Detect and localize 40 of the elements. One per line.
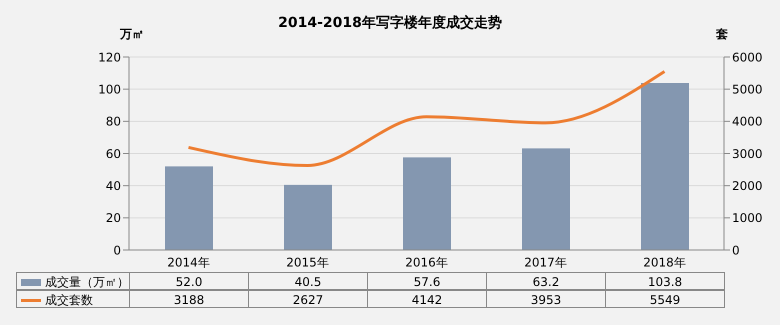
chart-title: 2014-2018年写字楼年度成交走势 (278, 15, 502, 31)
line-series (187, 70, 666, 167)
bar (641, 83, 689, 250)
data-label: 3953 (486, 290, 606, 308)
data-label: 4142 (367, 290, 487, 308)
x-tick-label: 2014年 (167, 256, 210, 270)
data-label: 3188 (129, 290, 249, 308)
legend-label: 成交套数 (16, 290, 130, 308)
x-tick-label: 2018年 (643, 256, 686, 270)
y2-tick-label: 3000 (732, 146, 763, 161)
data-label: 63.2 (486, 272, 606, 290)
data-label: 2627 (248, 290, 368, 308)
y2-axis-title: 套 (716, 26, 728, 43)
data-label: 52.0 (129, 272, 249, 290)
legend-label: 成交量（万㎡） (16, 272, 130, 290)
y-tick-label: 80 (106, 114, 121, 129)
data-label: 5549 (605, 290, 725, 308)
bar (403, 157, 451, 250)
x-tick-label: 2017年 (524, 256, 567, 270)
data-label: 57.6 (367, 272, 487, 290)
y2-tick-label: 6000 (732, 50, 763, 64)
y-tick-label: 120 (98, 50, 121, 64)
y-tick-label: 100 (98, 82, 121, 96)
y2-tick-label: 1000 (732, 211, 763, 226)
y2-tick-label: 5000 (732, 82, 763, 96)
y-tick-label: 60 (106, 146, 121, 161)
y-axis-title: 万㎡ (120, 26, 144, 43)
y2-tick-label: 2000 (732, 178, 763, 193)
y-tick-label: 20 (106, 211, 121, 226)
data-label: 103.8 (605, 272, 725, 290)
x-tick-label: 2015年 (286, 256, 329, 270)
y2-tick-label: 4000 (732, 114, 763, 129)
data-label: 40.5 (248, 272, 368, 290)
x-tick-label: 2016年 (405, 256, 448, 270)
y-tick-label: 40 (106, 178, 121, 193)
bar (522, 148, 570, 250)
bar (284, 184, 332, 250)
y2-tick-label: 0 (732, 243, 740, 258)
bar (165, 166, 213, 250)
y-tick-label: 0 (113, 243, 121, 258)
